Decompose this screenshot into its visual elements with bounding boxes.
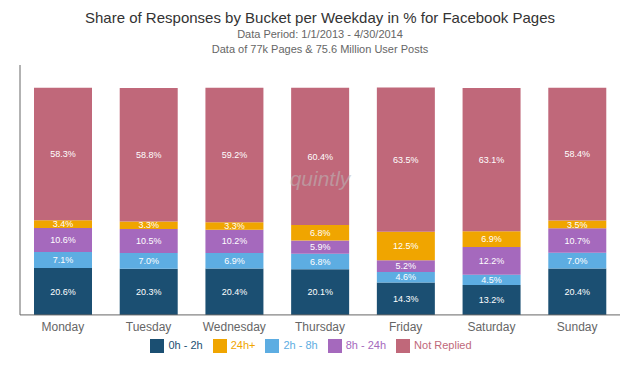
svg-text:20.6%: 20.6%	[50, 287, 76, 297]
svg-text:63.5%: 63.5%	[393, 155, 419, 165]
svg-text:4.5%: 4.5%	[481, 275, 502, 285]
html-text:Not Replied: Not Replied	[414, 338, 472, 351]
svg-text:20.1%: 20.1%	[307, 287, 333, 297]
svg-text:20.3%: 20.3%	[136, 287, 162, 297]
svg-text:58.8%: 58.8%	[136, 150, 162, 160]
html-text:Data of 77k Pages & 75.6 Milli: Data of 77k Pages & 75.6 Million User Po…	[211, 43, 429, 55]
svg-text:5.2%: 5.2%	[396, 261, 417, 271]
svg-text:3.3%: 3.3%	[224, 221, 245, 231]
svg-text:Saturday: Saturday	[467, 320, 515, 334]
svg-text:7.0%: 7.0%	[567, 256, 588, 266]
svg-text:10.6%: 10.6%	[50, 235, 76, 245]
svg-text:12.2%: 12.2%	[479, 256, 505, 266]
html-text:0h - 2h: 0h - 2h	[168, 338, 203, 351]
svg-text:63.1%: 63.1%	[479, 155, 505, 165]
svg-text:10.7%: 10.7%	[565, 236, 591, 246]
svg-text:Friday: Friday	[389, 320, 422, 334]
html-text:2h - 8h: 2h - 8h	[283, 338, 318, 351]
svg-text:Thursday: Thursday	[295, 320, 345, 334]
svg-text:Wednesday: Wednesday	[203, 320, 266, 334]
svg-text:4.6%: 4.6%	[396, 272, 417, 282]
svg-text:12.5%: 12.5%	[393, 241, 419, 251]
svg-text:20.4%: 20.4%	[222, 287, 248, 297]
svg-text:6.9%: 6.9%	[481, 234, 502, 244]
svg-text:7.1%: 7.1%	[53, 255, 74, 265]
html-text:24h+: 24h+	[230, 338, 256, 351]
svg-text:7.0%: 7.0%	[138, 256, 159, 266]
svg-text:3.5%: 3.5%	[567, 220, 588, 230]
svg-text:6.9%: 6.9%	[224, 256, 245, 266]
svg-text:14.3%: 14.3%	[393, 294, 419, 304]
svg-text:10.2%: 10.2%	[222, 236, 248, 246]
svg-text:5.9%: 5.9%	[310, 242, 331, 252]
svg-text:6.8%: 6.8%	[310, 257, 331, 267]
svg-text:13.2%: 13.2%	[479, 295, 505, 305]
html-text:Data Period: 1/1/2013 - 4/30/2: Data Period: 1/1/2013 - 4/30/2014	[237, 28, 403, 40]
svg-text:58.4%: 58.4%	[565, 149, 591, 159]
svg-text:Monday: Monday	[42, 320, 85, 334]
html-text:quintly: quintly	[289, 167, 351, 190]
svg-text:6.8%: 6.8%	[310, 228, 331, 238]
html-text:8h - 24h: 8h - 24h	[345, 338, 387, 351]
html-text:Share of Responses by Bucket p: Share of Responses by Bucket per Weekday…	[85, 9, 555, 26]
svg-text:10.5%: 10.5%	[136, 236, 162, 246]
svg-text:20.4%: 20.4%	[565, 287, 591, 297]
svg-text:3.3%: 3.3%	[138, 220, 159, 230]
svg-text:60.4%: 60.4%	[307, 152, 333, 162]
svg-text:59.2%: 59.2%	[222, 150, 248, 160]
svg-text:Tuesday: Tuesday	[126, 320, 172, 334]
svg-text:58.3%: 58.3%	[50, 149, 76, 159]
svg-text:Sunday: Sunday	[557, 320, 598, 334]
svg-text:3.4%: 3.4%	[53, 219, 74, 229]
